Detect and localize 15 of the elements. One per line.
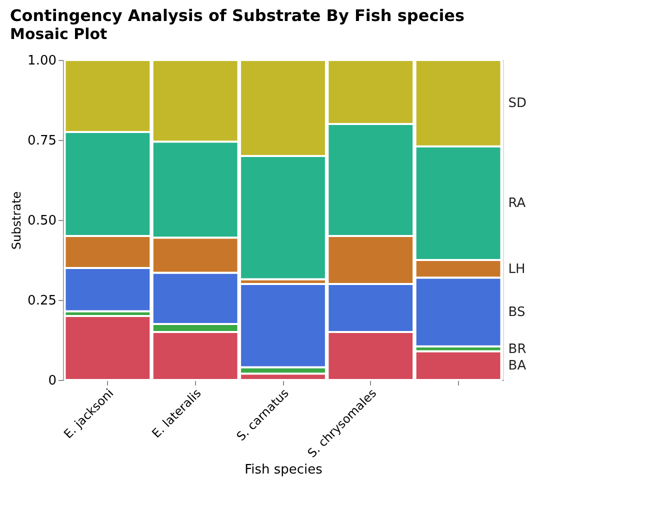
y-tick-label: 0.75 — [28, 134, 56, 148]
series-label: BA — [508, 358, 526, 374]
y-axis-title: Substrate — [10, 191, 24, 250]
y-tick-label: 0.50 — [28, 214, 56, 228]
y-tick-label: 0 — [48, 374, 56, 388]
series-label: LH — [508, 262, 526, 277]
series-label: BR — [508, 342, 526, 357]
y-tick-label: 0.25 — [28, 294, 56, 308]
y-tick-label: 1.00 — [28, 54, 56, 68]
x-axis-title: Fish species — [244, 462, 323, 478]
chart-subtitle: Mosaic Plot — [10, 25, 108, 43]
chart-title: Contingency Analysis of Substrate By Fish species — [10, 6, 465, 25]
series-label: SD — [508, 96, 527, 112]
series-label: RA — [508, 196, 526, 212]
series-label: BS — [508, 305, 526, 320]
